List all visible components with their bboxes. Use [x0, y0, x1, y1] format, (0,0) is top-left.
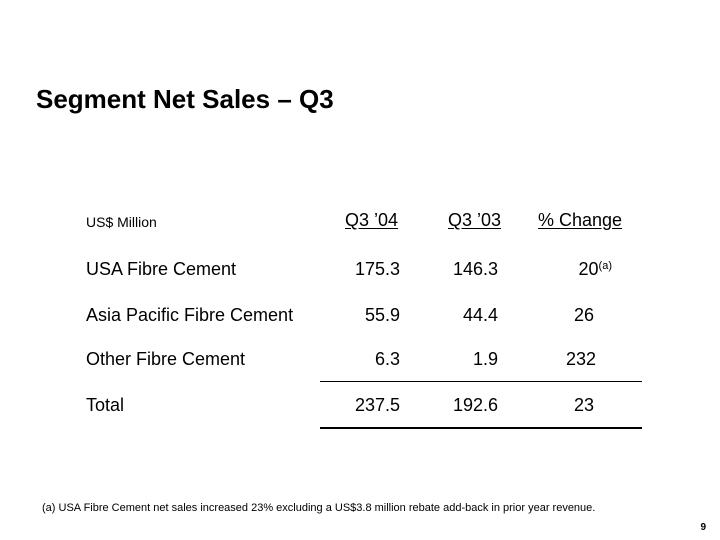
- footnote: (a) USA Fibre Cement net sales increased…: [42, 502, 596, 514]
- units-label: US$ Million: [86, 214, 157, 230]
- row-label-total: Total: [86, 395, 125, 415]
- column-header-q3-04: Q3 ’04: [345, 210, 399, 230]
- cell-other-q3-03: 1.9: [472, 349, 498, 369]
- cell-usa-q3-04: 175.3: [354, 259, 400, 279]
- cell-usa-q3-03: 146.3: [452, 259, 498, 279]
- cell-other-change: 232: [565, 349, 596, 369]
- subtotal-rule: [320, 381, 642, 382]
- cell-asia-pacific-q3-03: 44.4: [462, 305, 498, 325]
- cell-asia-pacific-q3-04: 55.9: [364, 305, 400, 325]
- cell-other-q3-04: 6.3: [374, 349, 400, 369]
- footnote-marker: (a): [598, 260, 612, 272]
- cell-asia-pacific-change: 26: [573, 305, 594, 325]
- cell-usa-change: 20(a): [579, 259, 612, 280]
- column-header-pct-change: % Change: [538, 210, 623, 230]
- total-rule: [320, 427, 642, 429]
- row-label-other: Other Fibre Cement: [86, 349, 246, 369]
- page-number: 9: [700, 522, 706, 533]
- page-title: Segment Net Sales – Q3: [36, 84, 334, 114]
- cell-total-q3-03: 192.6: [452, 395, 498, 415]
- row-label-asia-pacific: Asia Pacific Fibre Cement: [86, 305, 294, 325]
- cell-usa-change-value: 20: [578, 259, 599, 279]
- cell-total-change: 23: [573, 395, 594, 415]
- row-label-usa: USA Fibre Cement: [86, 259, 237, 279]
- cell-total-q3-04: 237.5: [354, 395, 400, 415]
- column-header-q3-03: Q3 ’03: [448, 210, 502, 230]
